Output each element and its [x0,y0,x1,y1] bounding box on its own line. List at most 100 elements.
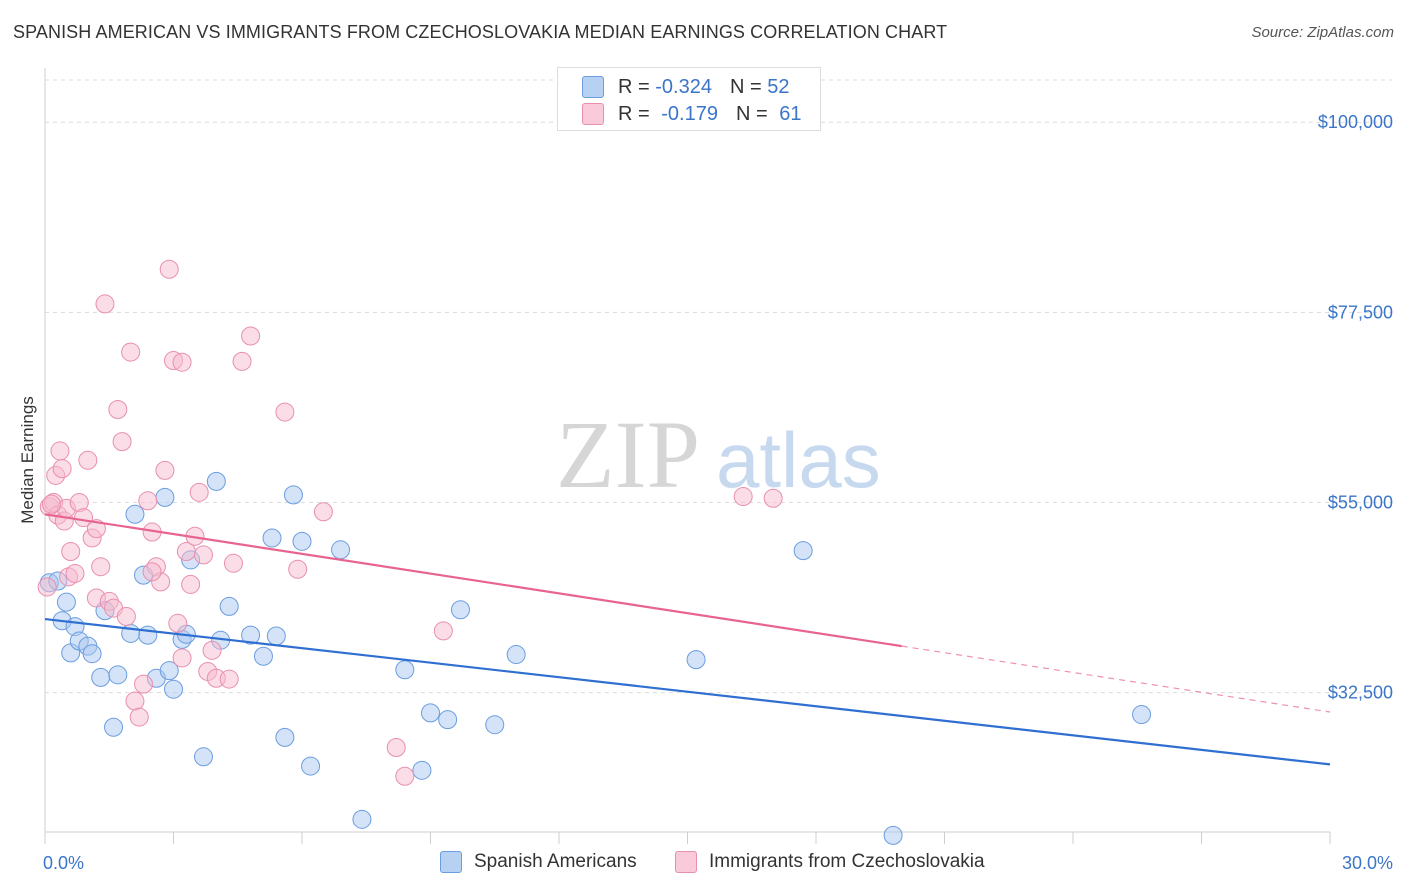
data-point [91,667,111,687]
data-point [241,326,261,346]
data-point [108,400,128,420]
data-point [172,648,192,668]
data-point [219,596,239,616]
data-point [421,703,440,723]
trend-line-pink [44,513,902,648]
data-point [134,674,154,694]
data-point [1132,705,1152,725]
legend-n-value: 61 [779,102,802,125]
legend-r-label: R = [618,75,650,98]
data-point [138,491,158,511]
x-tick-label: 0.0% [43,853,84,873]
data-point [129,707,149,727]
source-label: Source: ZipAtlas.com [1251,24,1394,41]
x-tick-label: 30.0% [1342,853,1393,873]
series-legend: Spanish Americans Immigrants from Czecho… [0,851,1406,877]
y-tick-label: $77,500 [1328,302,1393,322]
watermark-zip: ZIP [556,401,700,508]
data-point [65,563,85,583]
data-point [189,482,209,502]
legend-r-label: R = [618,102,650,125]
data-point [301,756,321,776]
data-point [793,541,813,561]
data-point [266,626,286,646]
data-point [116,607,136,627]
data-point [386,738,406,758]
points-layer [37,259,1152,845]
data-point [164,679,183,699]
data-point [395,660,415,680]
y-tick-label: $32,500 [1328,683,1393,703]
data-point [193,545,213,565]
trend-line-blue [44,617,1331,766]
legend-swatch-pink [675,851,697,873]
data-point [253,646,273,666]
y-tick-label: $55,000 [1328,492,1393,512]
data-point [232,351,252,371]
data-point [288,559,308,579]
data-point [395,766,415,786]
data-point [155,487,175,507]
data-point [91,557,111,577]
data-point [433,621,453,641]
legend-row-spanish-americans: R = -0.324 N = 52 [582,73,789,101]
data-point [138,625,158,645]
legend-n-label: N = [729,75,762,98]
legend-swatch-pink [582,103,604,125]
data-point [262,528,282,548]
data-point [412,760,432,780]
data-point [883,825,903,845]
data-point [168,613,188,633]
legend-item-czechoslovakia: Immigrants from Czechoslovakia [675,851,985,873]
labels-layer: $32,500 $55,000 $77,500 $100,000 0.0% 30.0% [43,112,1393,873]
data-point [763,488,783,508]
watermark: ZIP atlas [556,401,881,508]
data-point [104,717,124,737]
data-point [292,531,312,551]
data-point [485,715,505,735]
trend-line-extension-pink [901,645,1331,713]
data-point [733,487,753,507]
series-blue [39,471,1152,845]
data-point [82,644,102,664]
axis-layer [44,68,1331,844]
legend-swatch-blue [440,851,462,873]
data-point [450,600,470,620]
correlation-legend: R = -0.324 N = 52 R = -0.179 N = 61 [557,67,821,131]
y-tick-label: $100,000 [1318,112,1393,132]
data-point [275,402,295,422]
data-point [61,541,81,561]
y-axis-label: Median Earnings [18,396,37,524]
data-point [438,710,458,730]
data-point [86,519,106,539]
legend-r-value: -0.179 [661,102,718,125]
data-point [52,459,72,479]
data-point [313,502,333,522]
data-point [506,645,526,665]
legend-n-label: N = [735,102,768,125]
data-point [142,562,162,582]
data-point [56,592,76,612]
legend-row-czechoslovakia: R = -0.179 N = 61 [582,100,801,128]
data-point [37,577,57,597]
data-point [125,691,145,711]
data-point [219,669,239,689]
data-point [95,294,115,314]
data-point [202,640,222,660]
data-point [74,508,94,528]
legend-label: Immigrants from Czechoslovakia [709,851,985,872]
data-point [331,540,351,560]
trend-layer [44,513,1331,766]
data-point [241,625,261,645]
data-point [223,553,243,573]
legend-label: Spanish Americans [474,851,637,872]
data-point [50,441,70,461]
data-point [181,574,201,594]
grid-layer [45,79,1392,694]
data-point [283,485,303,505]
data-point [112,432,132,452]
data-point [121,342,141,362]
data-point [108,665,128,685]
data-point [352,809,372,829]
legend-r-value: -0.324 [655,75,712,98]
